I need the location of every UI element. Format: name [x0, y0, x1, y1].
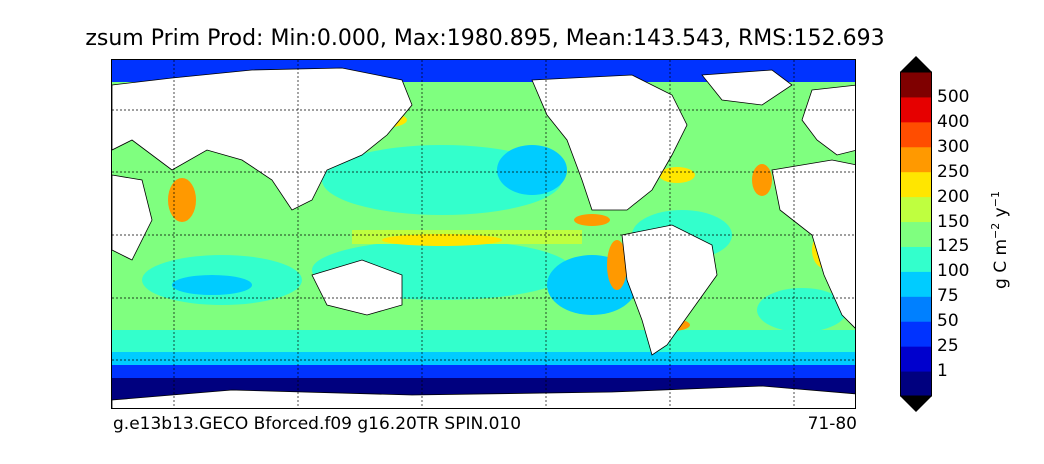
- colorbar-extend-high: [900, 56, 932, 72]
- equatorial-core: [382, 234, 502, 246]
- colorbar-tick-label: 25: [937, 336, 959, 357]
- colorbar-tick-label: 300: [937, 136, 970, 157]
- colorbar-segment: [900, 96, 932, 123]
- plot-title: zsum Prim Prod: Min:0.000, Max:1980.895,…: [85, 26, 885, 51]
- years-label: 71-80: [807, 414, 857, 434]
- arabian-upwelling: [168, 178, 196, 222]
- colorbar-label-exp2: −1: [989, 191, 1003, 208]
- n-pacific-gyre-core: [497, 145, 567, 195]
- colorbar-segment: [900, 371, 932, 397]
- case-name-label: g.e13b13.GECO Bforced.f09 g16.20TR SPIN.…: [113, 414, 522, 434]
- s-atlantic-gyre: [757, 288, 847, 332]
- colorbar-tick-label: 400: [937, 111, 970, 132]
- colorbar-tick-label: 150: [937, 211, 970, 232]
- colorbar: [900, 56, 932, 412]
- australia-landmass: [311, 259, 403, 316]
- colorbar-segment: [900, 171, 932, 198]
- gulf-stream-region: [659, 167, 695, 183]
- north-america-landmass: [531, 74, 688, 211]
- greenland-landmass: [701, 69, 793, 106]
- colorbar-segment: [900, 346, 932, 372]
- colorbar-segment: [900, 72, 932, 98]
- graticule: [112, 60, 855, 408]
- colorbar-segment: [900, 221, 932, 247]
- colorbar-label: g C m−2 y−1: [989, 191, 1011, 289]
- africa-east-edge: [112, 174, 153, 261]
- colorbar-tick-label: 1: [937, 361, 948, 382]
- colorbar-tick-label: 500: [937, 86, 970, 107]
- eurasia-landmass: [112, 67, 413, 211]
- colorbar-segment: [900, 196, 932, 223]
- colorbar-segment: [900, 121, 932, 148]
- colorbar-label-mid: y: [990, 207, 1011, 223]
- southern-band-3: [112, 365, 855, 380]
- colorbar-tick-label: 75: [937, 286, 959, 307]
- colorbar-label-exp1: −2: [989, 222, 1003, 239]
- colorbar-segment: [900, 321, 932, 347]
- map-canvas: [112, 60, 855, 408]
- colorbar-tick-label: 125: [937, 236, 970, 257]
- colorbar-tick-label: 200: [937, 186, 970, 207]
- antarctica-landmass: [112, 385, 855, 408]
- colorbar-label-main: g C m: [990, 238, 1011, 289]
- europe-landmass: [801, 84, 855, 156]
- colorbar-tick-label: 250: [937, 161, 970, 182]
- southern-band-1: [112, 330, 855, 352]
- indian-gyre-core: [172, 275, 252, 295]
- colorbar-tick-label: 100: [937, 261, 970, 282]
- costa-rica-dome: [574, 214, 610, 226]
- peru-upwelling: [607, 240, 627, 290]
- colorbar-segment: [900, 271, 932, 297]
- colorbar-outline: [900, 71, 932, 397]
- world-map: [111, 59, 856, 409]
- colorbar-segment: [900, 246, 932, 272]
- canary-upwelling: [752, 164, 772, 196]
- colorbar-tick-label: 50: [937, 311, 959, 332]
- colorbar-segment: [900, 296, 932, 322]
- colorbar-segment: [900, 146, 932, 173]
- africa-landmass: [771, 159, 855, 329]
- colorbar-extend-low: [900, 396, 932, 412]
- land: [112, 67, 855, 408]
